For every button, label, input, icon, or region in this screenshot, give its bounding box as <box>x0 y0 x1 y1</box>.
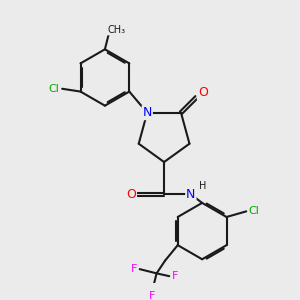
Text: CH₃: CH₃ <box>107 25 125 34</box>
Text: F: F <box>131 264 137 274</box>
Text: Cl: Cl <box>249 206 260 216</box>
Text: F: F <box>149 291 156 300</box>
Text: H: H <box>199 181 206 191</box>
Text: Cl: Cl <box>49 84 60 94</box>
Text: O: O <box>198 86 208 100</box>
Text: O: O <box>126 188 136 201</box>
Text: F: F <box>172 271 178 281</box>
Text: N: N <box>186 188 196 201</box>
Text: N: N <box>142 106 152 119</box>
